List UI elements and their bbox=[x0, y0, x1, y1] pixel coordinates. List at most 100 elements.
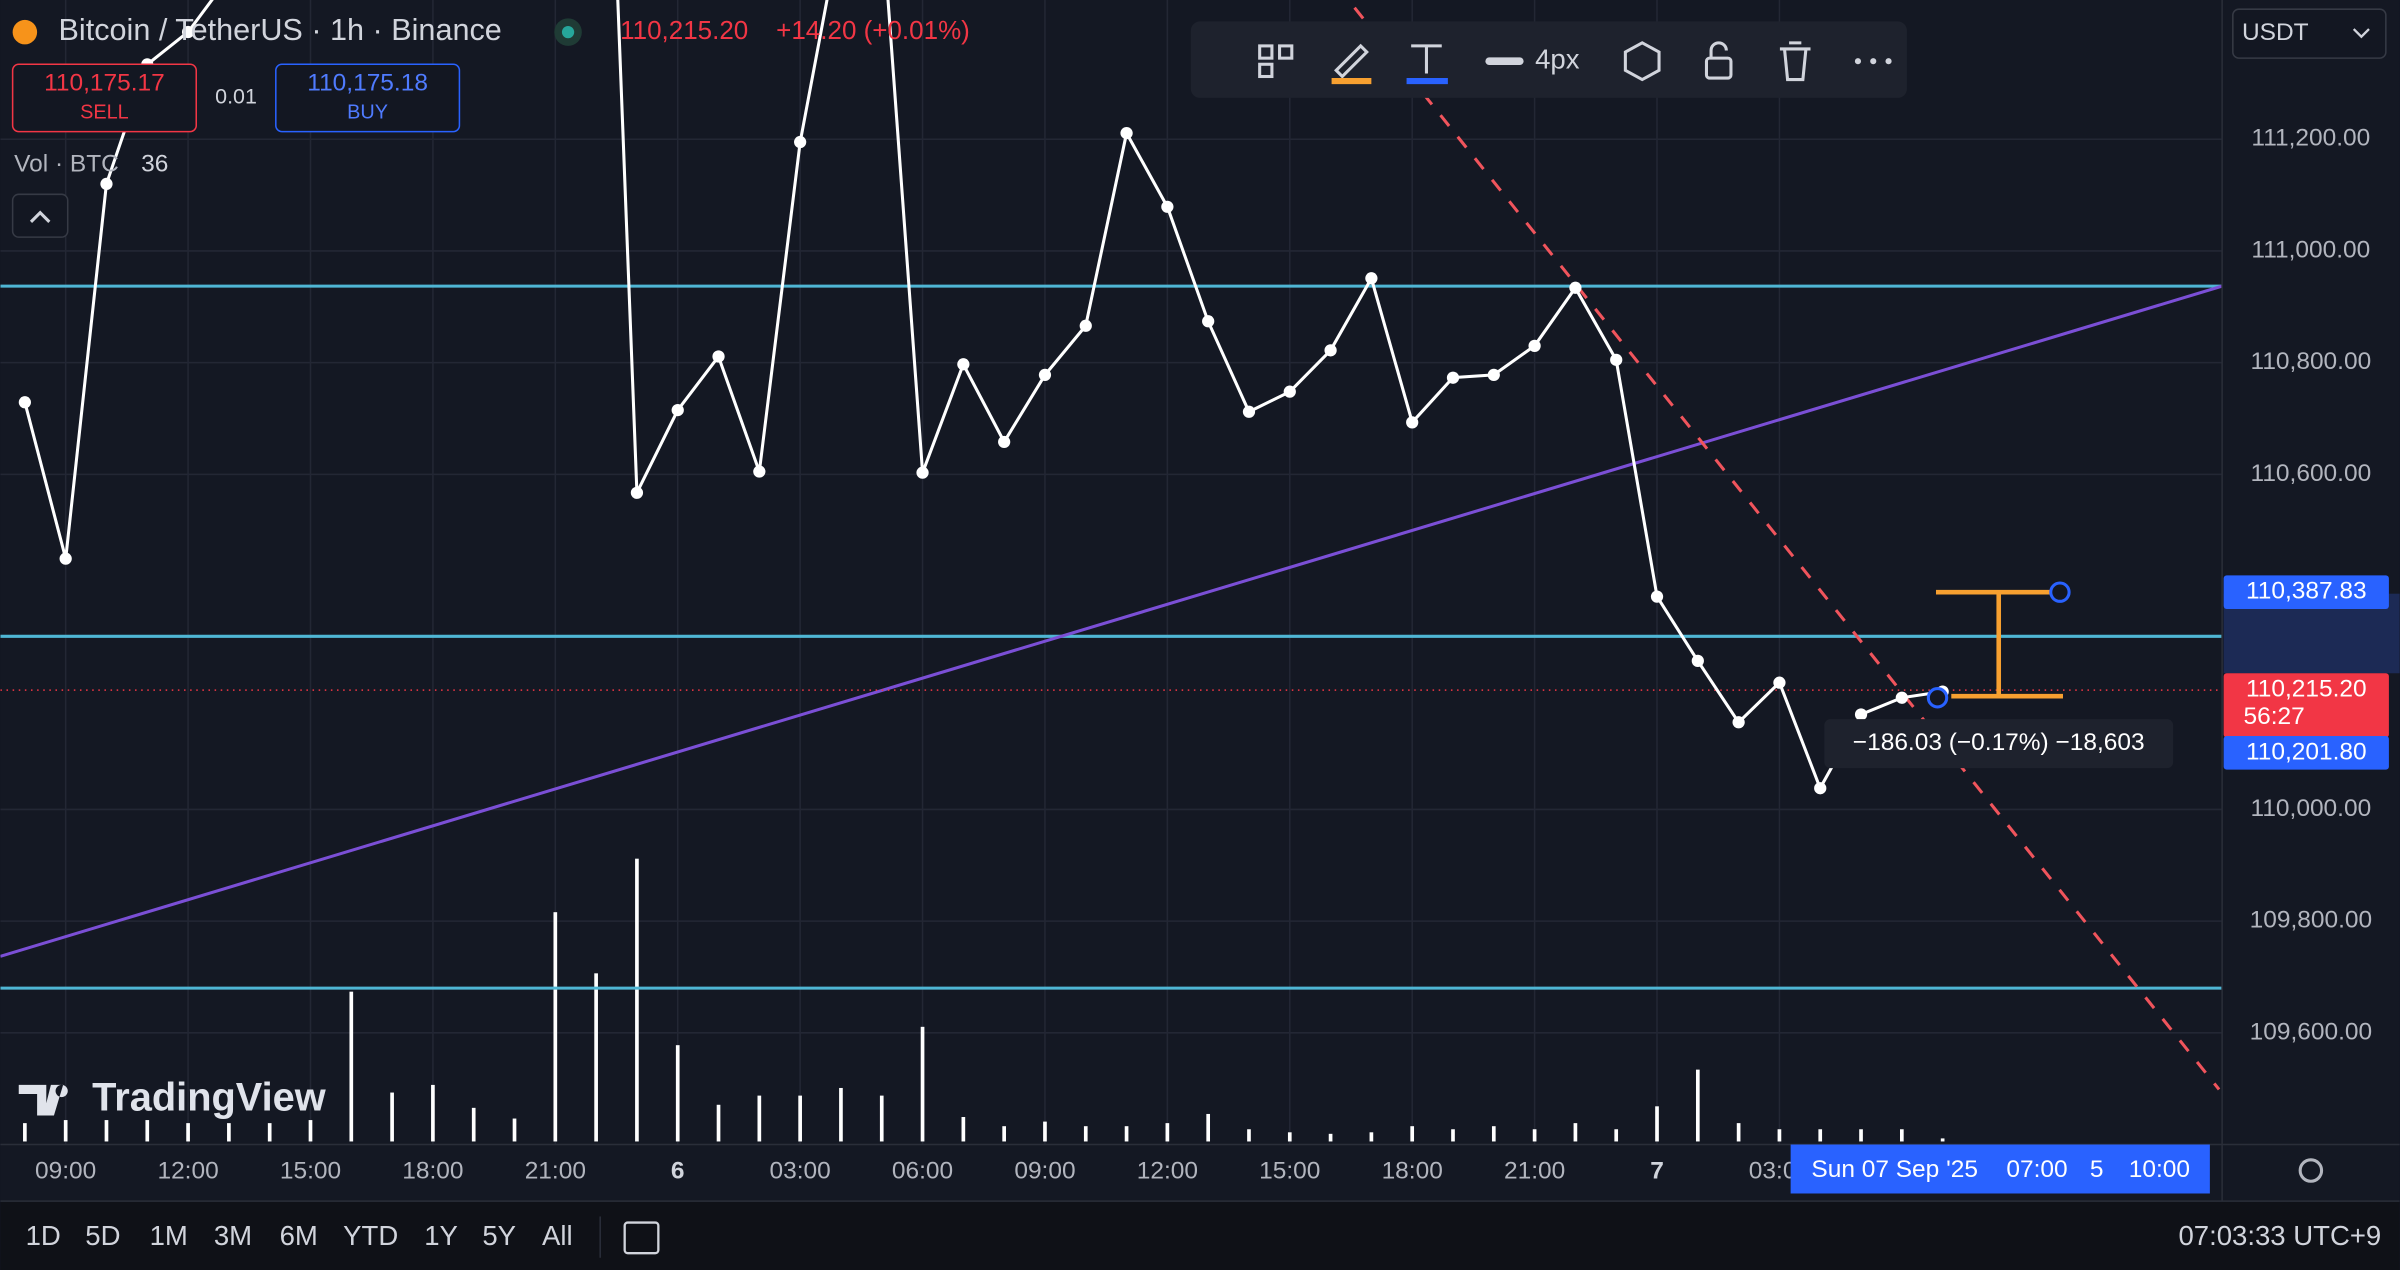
currency-select[interactable] bbox=[2232, 8, 2387, 59]
x-tick-label: 03:00 bbox=[770, 1158, 831, 1185]
icon[interactable] bbox=[1258, 62, 1274, 79]
y-tick-label: 110,000.00 bbox=[2251, 795, 2372, 822]
volume-bar bbox=[23, 1123, 27, 1142]
entry-price: 110,201.80 bbox=[2246, 738, 2367, 765]
volume-bar bbox=[879, 1095, 884, 1142]
price-point bbox=[712, 350, 725, 363]
watermark-text: TradingView bbox=[92, 1076, 327, 1120]
range-button[interactable]: 1Y bbox=[424, 1220, 458, 1251]
price-point bbox=[1283, 385, 1296, 398]
sell-label[interactable]: SELL bbox=[80, 101, 129, 123]
volume-bar bbox=[104, 1120, 109, 1142]
price-point bbox=[1365, 272, 1378, 285]
volume-bar bbox=[1043, 1121, 1047, 1142]
range-button[interactable]: 6M bbox=[280, 1220, 318, 1251]
volume-bar bbox=[1206, 1113, 1211, 1142]
last-price: 110,215.20 bbox=[2246, 676, 2367, 703]
range-button[interactable]: 3M bbox=[214, 1220, 252, 1251]
pencil-icon[interactable] bbox=[1334, 43, 1369, 79]
text-icon[interactable] bbox=[1411, 44, 1442, 74]
buy-price[interactable]: 110,175.18 bbox=[307, 70, 428, 97]
price-point bbox=[1814, 782, 1827, 795]
sell-button[interactable]: 110,175.17 SELL bbox=[11, 63, 198, 133]
x-tick-label: 7 bbox=[1650, 1158, 1664, 1185]
buy-label[interactable]: BUY bbox=[347, 101, 388, 123]
price-point bbox=[753, 465, 766, 478]
volume-bar bbox=[390, 1092, 394, 1142]
range-button[interactable]: 1M bbox=[150, 1220, 188, 1251]
measure-tool: −186.03 (−0.17%) −18,603 bbox=[1824, 581, 2174, 769]
price-point bbox=[671, 403, 684, 417]
quantity[interactable]: 0.01 bbox=[215, 85, 257, 109]
trend-line bbox=[0, 284, 2223, 958]
volume-bar bbox=[1328, 1133, 1333, 1142]
price-point bbox=[1038, 368, 1052, 382]
handle[interactable] bbox=[2049, 581, 2071, 603]
range-button[interactable]: 5D bbox=[85, 1220, 120, 1251]
volume-bar bbox=[1777, 1129, 1782, 1142]
volume-bar bbox=[349, 991, 354, 1142]
more[interactable] bbox=[1854, 58, 1862, 65]
volume-bar bbox=[1247, 1129, 1251, 1142]
handle[interactable] bbox=[1926, 687, 1949, 709]
range-button[interactable]: YTD bbox=[343, 1220, 398, 1251]
icon[interactable] bbox=[1278, 44, 1294, 60]
drawings bbox=[0, 6, 2223, 1091]
goto-date-button[interactable] bbox=[623, 1221, 660, 1255]
volume-bar bbox=[716, 1104, 721, 1142]
volume-bar bbox=[1655, 1106, 1659, 1142]
currency[interactable]: USDT bbox=[2242, 19, 2309, 46]
volume-value: 36 bbox=[141, 151, 168, 178]
sell-box[interactable] bbox=[11, 63, 198, 133]
lock-icon[interactable] bbox=[1704, 56, 1733, 80]
volume-bar bbox=[1369, 1132, 1374, 1142]
volume-bar bbox=[1573, 1123, 1578, 1142]
collapse-button[interactable] bbox=[11, 193, 69, 238]
price-point bbox=[1324, 344, 1337, 357]
range-button[interactable]: 5Y bbox=[482, 1220, 516, 1251]
price-point bbox=[1650, 590, 1664, 603]
volume-bar bbox=[1818, 1129, 1823, 1142]
y-axis: 111,200.00 111,000.00 110,800.00 110,600.00… bbox=[2250, 125, 2372, 1046]
volume-bar bbox=[920, 1026, 925, 1142]
more[interactable] bbox=[1885, 58, 1892, 65]
x-tick-label: 18:00 bbox=[402, 1158, 463, 1185]
chevron bbox=[29, 210, 51, 223]
volume-bar bbox=[1083, 1126, 1088, 1142]
volume-bar bbox=[186, 1123, 190, 1142]
range-button[interactable]: 1D bbox=[26, 1220, 61, 1251]
settings-icon[interactable] bbox=[1623, 41, 1661, 82]
volume-bar bbox=[839, 1087, 843, 1142]
range-end: 10:00 bbox=[2129, 1156, 2190, 1183]
buy-box[interactable] bbox=[275, 63, 461, 133]
icon[interactable] bbox=[1258, 44, 1274, 60]
price-point bbox=[1528, 339, 1541, 352]
x-tick-label: 09:00 bbox=[35, 1158, 96, 1185]
price-point bbox=[1610, 353, 1623, 366]
buy-button[interactable]: 110,175.18 BUY bbox=[275, 63, 461, 133]
more[interactable] bbox=[1870, 58, 1877, 65]
volume-bar bbox=[1165, 1123, 1170, 1142]
price-point bbox=[1161, 200, 1174, 213]
symbol: Bitcoin / TetherUS · 1h · Binance bbox=[59, 13, 502, 47]
price-point bbox=[1854, 708, 1868, 721]
price-point bbox=[1895, 691, 1908, 704]
volume-bar bbox=[961, 1117, 966, 1142]
volume-bar bbox=[1900, 1129, 1904, 1142]
settings-button[interactable] bbox=[2298, 1158, 2324, 1183]
x-tick-label: 06:00 bbox=[892, 1158, 953, 1185]
volume-bar bbox=[1859, 1129, 1863, 1142]
trash-icon[interactable] bbox=[1779, 41, 1811, 82]
range-button[interactable]: All bbox=[542, 1220, 573, 1251]
volume-bar bbox=[1451, 1129, 1455, 1142]
line-width[interactable]: 4px bbox=[1535, 43, 1580, 74]
price-point bbox=[916, 466, 929, 479]
volume-bar bbox=[1695, 1069, 1700, 1142]
price-point bbox=[1487, 368, 1500, 382]
x-tick-label: 21:00 bbox=[525, 1158, 586, 1185]
price-point bbox=[1691, 654, 1704, 667]
status-dot bbox=[561, 26, 575, 39]
sell-price[interactable]: 110,175.17 bbox=[44, 70, 165, 97]
volume-bar bbox=[594, 973, 598, 1142]
x-tick-label: 09:00 bbox=[1014, 1158, 1075, 1185]
